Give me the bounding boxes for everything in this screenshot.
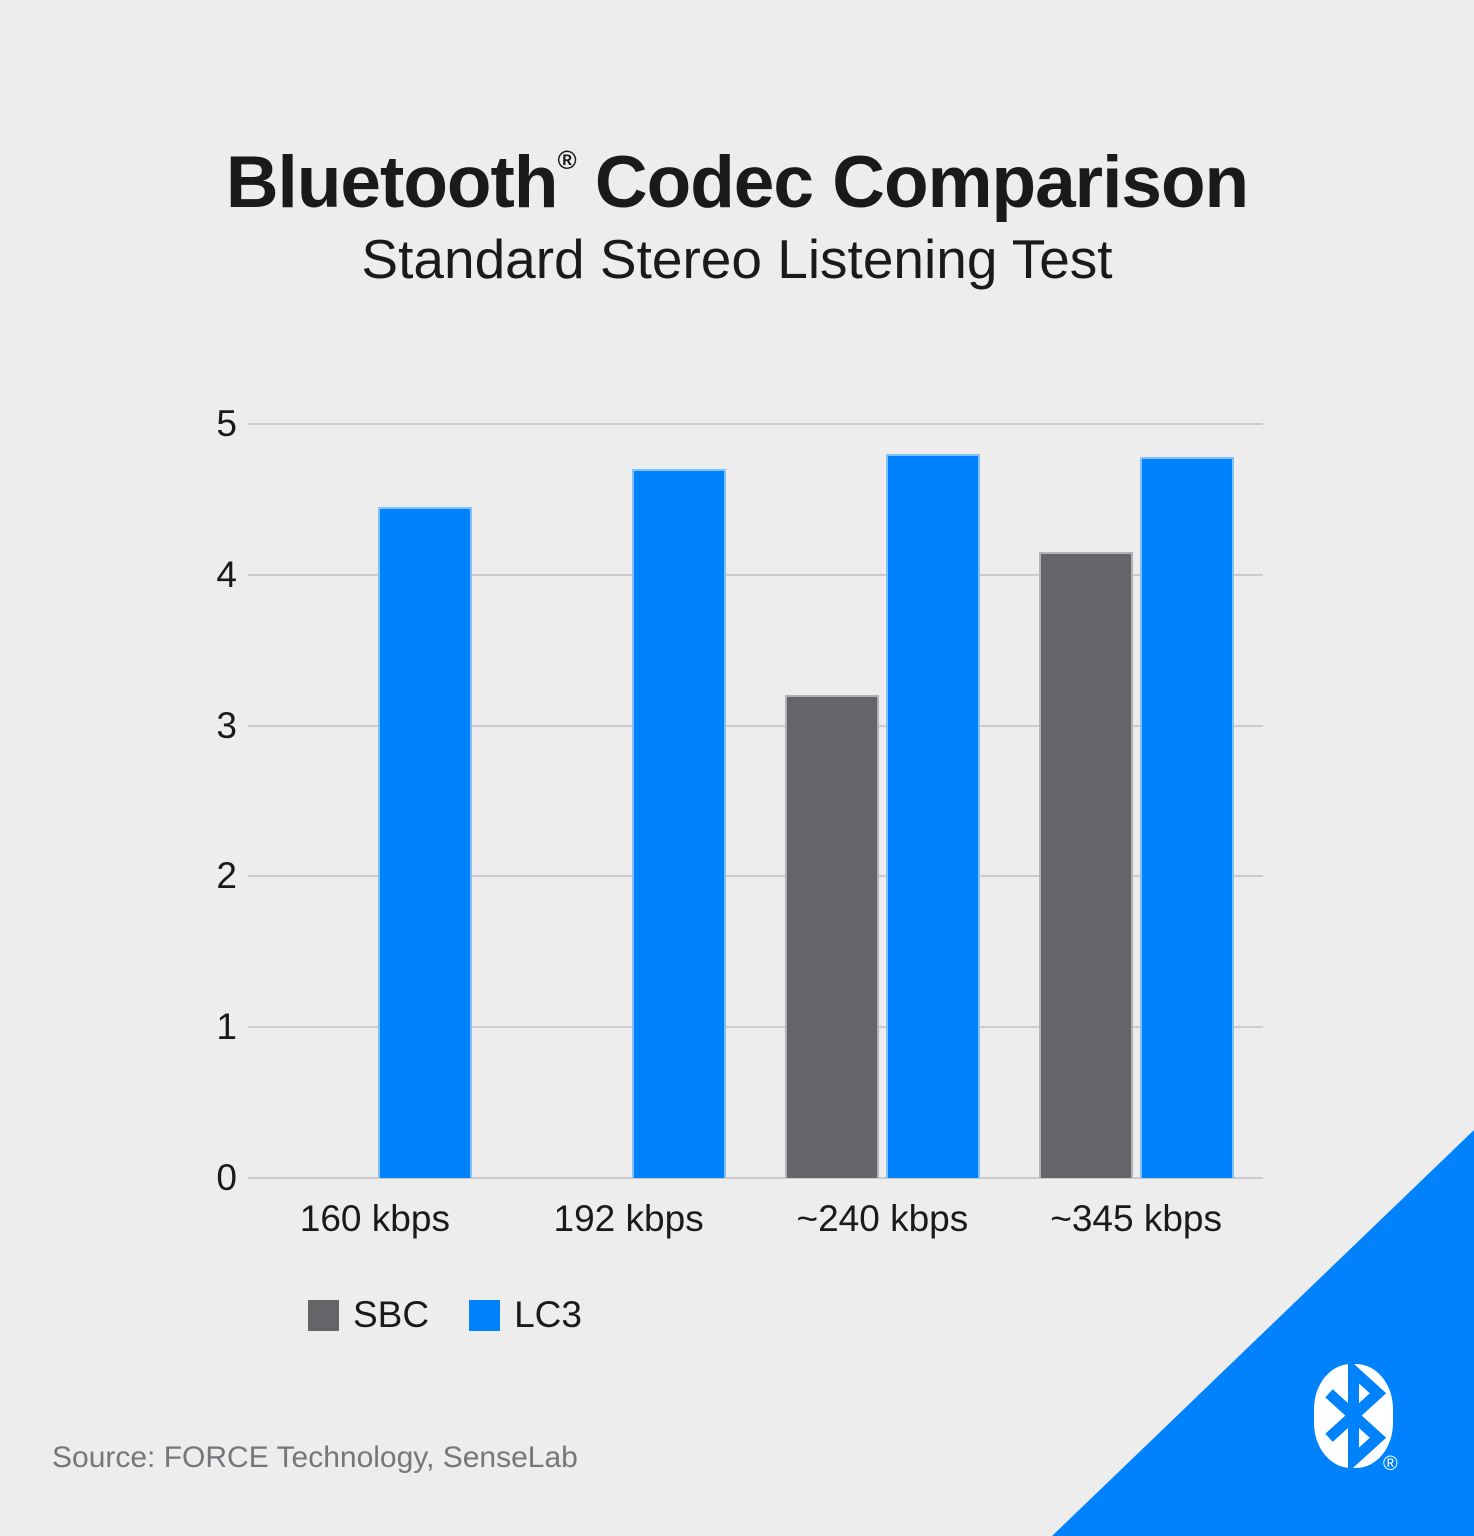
bar-group-240-kbps — [756, 424, 1010, 1178]
bar-lc3-160-kbps — [378, 507, 473, 1178]
x-axis-category-label-192-kbps: 192 kbps — [553, 1198, 704, 1239]
legend-swatch-sbc — [308, 1299, 339, 1331]
y-axis-tick-label-0: 0 — [216, 1157, 237, 1198]
chart-title-rest: Codec Comparison — [575, 142, 1249, 223]
legend: SBC LC3 — [308, 1294, 582, 1336]
legend-label-lc3: LC3 — [514, 1294, 582, 1335]
y-axis-tick-label-4: 4 — [216, 553, 237, 595]
x-axis-category-label-160-kbps: 160 kbps — [299, 1198, 450, 1239]
x-axis-category-label-345-kbps: ~345 kbps — [1050, 1198, 1223, 1239]
gridline-0 — [248, 1177, 1263, 1179]
x-axis-category-label-240-kbps: ~240 kbps — [796, 1198, 969, 1239]
y-axis-tick-label-3: 3 — [216, 704, 237, 746]
bar-sbc-345-kbps — [1038, 552, 1133, 1178]
bar-lc3-345-kbps — [1139, 457, 1234, 1178]
gridline-1 — [248, 1026, 1263, 1029]
registered-trademark-mark: ® — [557, 145, 576, 175]
legend-swatch-lc3 — [469, 1299, 501, 1331]
chart-title: Bluetooth® Codec Comparison — [0, 146, 1474, 219]
bar-lc3-192-kbps — [632, 469, 727, 1178]
gridline-2 — [248, 875, 1263, 878]
bluetooth-rune — [1325, 1364, 1387, 1468]
bar-group-345-kbps — [1009, 424, 1263, 1178]
y-axis-tick-label-2: 2 — [216, 855, 237, 897]
gridline-4 — [248, 573, 1263, 576]
y-axis-tick-label-1: 1 — [216, 1006, 237, 1048]
source-note: Source: FORCE Technology, SenseLab — [52, 1441, 578, 1474]
legend-item-lc3: LC3 — [469, 1294, 582, 1336]
bar-group-192-kbps — [502, 424, 756, 1178]
bar-sbc-240-kbps — [784, 695, 879, 1178]
gridline-5 — [248, 423, 1263, 425]
logo-registered-mark: ® — [1383, 1453, 1398, 1475]
bluetooth-logo-icon — [1314, 1364, 1393, 1468]
bar-lc3-240-kbps — [885, 454, 980, 1178]
legend-label-sbc: SBC — [353, 1294, 430, 1335]
bar-group-160-kbps — [248, 424, 502, 1178]
bar-groups — [248, 424, 1263, 1178]
y-axis: 0 1 2 3 4 5 — [160, 405, 237, 1197]
legend-item-sbc: SBC — [308, 1294, 429, 1336]
x-axis: 160 kbps 192 kbps ~240 kbps ~345 kbps — [248, 1198, 1263, 1240]
gridline-3 — [248, 724, 1263, 727]
corner-triangle — [1052, 1130, 1474, 1536]
y-axis-tick-label-5: 5 — [216, 403, 237, 444]
chart-title-brand: Bluetooth — [225, 142, 559, 223]
chart-subtitle: Standard Stereo Listening Test — [361, 228, 1113, 290]
plot-area — [248, 423, 1263, 1179]
